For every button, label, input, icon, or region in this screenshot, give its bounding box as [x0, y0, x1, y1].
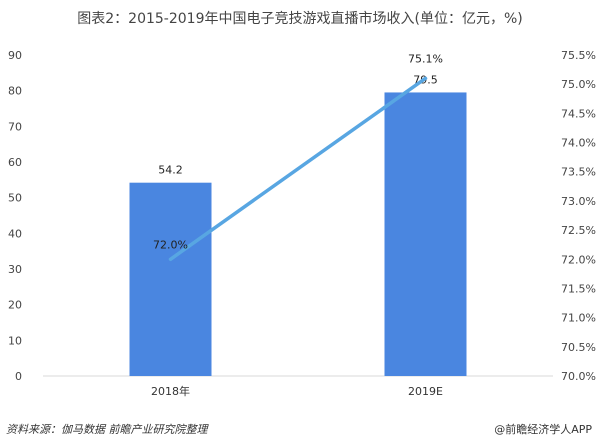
right-tick-label: 71.5% [561, 282, 596, 295]
left-tick-label: 70 [8, 120, 22, 133]
left-axis-ticks: 0 10 20 30 40 50 60 70 80 90 [8, 49, 22, 383]
right-tick-label: 70.5% [561, 341, 596, 354]
bar-series: 54.279.5 [129, 73, 467, 376]
right-axis-ticks: 70.0% 70.5% 71.0% 71.5% 72.0% 72.5% 73.0% 73.5%… [561, 49, 596, 383]
source-note: 资料来源：伽马数据 前瞻产业研究院整理 [6, 423, 208, 436]
bar [129, 182, 212, 376]
right-tick-label: 74.0% [561, 137, 596, 150]
brand-note: @前瞻经济学人APP [494, 423, 592, 436]
x-tick-label: 2018年 [151, 384, 190, 398]
right-tick-label: 73.0% [561, 195, 596, 208]
right-tick-label: 75.0% [561, 78, 596, 91]
right-tick-label: 74.5% [561, 107, 596, 120]
line-value-label: 75.1% [408, 52, 443, 65]
left-tick-label: 0 [15, 370, 22, 383]
line-value-label: 72.0% [153, 238, 188, 251]
chart-title: 图表2：2015-2019年中国电子竞技游戏直播市场收入(单位：亿元，%) [77, 11, 523, 27]
left-tick-label: 50 [8, 192, 22, 205]
left-tick-label: 90 [8, 49, 22, 62]
bar [384, 92, 467, 376]
left-tick-label: 60 [8, 156, 22, 169]
x-axis-labels: 2018年 2019E [151, 384, 443, 398]
left-tick-label: 20 [8, 299, 22, 312]
right-tick-label: 72.0% [561, 253, 596, 266]
right-tick-label: 72.5% [561, 224, 596, 237]
right-tick-label: 73.5% [561, 166, 596, 179]
right-tick-label: 71.0% [561, 312, 596, 325]
x-tick-label: 2019E [408, 385, 443, 398]
left-tick-label: 10 [8, 334, 22, 347]
series-line [168, 76, 428, 262]
left-tick-label: 30 [8, 263, 22, 276]
bar-value-label: 54.2 [158, 164, 183, 177]
line-series: 72.0% 75.1% [153, 52, 443, 262]
right-tick-label: 70.0% [561, 370, 596, 383]
right-tick-label: 75.5% [561, 49, 596, 62]
left-tick-label: 40 [8, 227, 22, 240]
left-tick-label: 80 [8, 85, 22, 98]
